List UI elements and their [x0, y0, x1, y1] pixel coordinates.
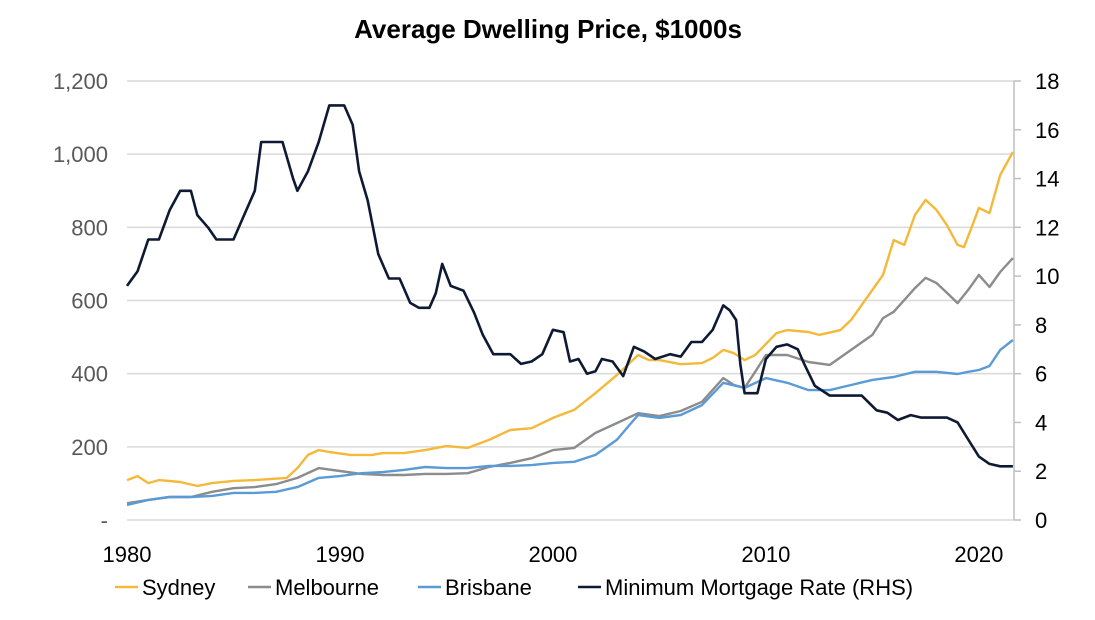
- y-right-tick-label: 18: [1035, 69, 1059, 94]
- y-right-tick-label: 8: [1035, 313, 1047, 338]
- y-right-tick-label: 4: [1035, 410, 1047, 435]
- y-right-tick-label: 10: [1035, 264, 1059, 289]
- series-line-brisbane: [126, 339, 1014, 507]
- x-tick-label: 2020: [954, 542, 1003, 567]
- y-right-tick-label: 16: [1035, 118, 1059, 143]
- y-right-tick-label: 12: [1035, 215, 1059, 240]
- y-right-tick-label: 6: [1035, 362, 1047, 387]
- y-left-tick-label: 200: [71, 435, 108, 460]
- y-right-tick-label: 14: [1035, 167, 1059, 192]
- series-lines: [125, 104, 1014, 507]
- series-line-melbourne: [126, 257, 1014, 505]
- y-left-tick-label: 400: [71, 362, 108, 387]
- x-axis-ticks: 1980 1990 2000 2010 2020: [103, 542, 1004, 567]
- legend-label: Brisbane: [445, 575, 532, 600]
- left-axis-ticks: - 200 400 600 800 1,000 1,200: [53, 69, 108, 533]
- y-left-tick-label: -: [101, 508, 108, 533]
- y-right-tick-label: 0: [1035, 508, 1047, 533]
- y-left-tick-label: 1,000: [53, 142, 108, 167]
- right-axis-ticks: 0 2 4 6 8 10 12 14 16 18: [1014, 69, 1059, 533]
- gridlines: [127, 80, 1015, 521]
- x-tick-label: 1990: [315, 542, 364, 567]
- x-tick-label: 2010: [741, 542, 790, 567]
- x-tick-label: 2000: [528, 542, 577, 567]
- y-left-tick-label: 800: [71, 215, 108, 240]
- x-tick-label: 1980: [103, 542, 152, 567]
- y-right-tick-label: 2: [1035, 459, 1047, 484]
- legend-label: Minimum Mortgage Rate (RHS): [605, 575, 913, 600]
- y-left-tick-label: 1,200: [53, 69, 108, 94]
- legend-label: Melbourne: [275, 575, 379, 600]
- legend-label: Sydney: [142, 575, 215, 600]
- chart-title: Average Dwelling Price, $1000s: [354, 14, 742, 44]
- series-line-sydney: [126, 151, 1014, 488]
- legend: Sydney Melbourne Brisbane Minimum Mortgage …: [115, 575, 913, 600]
- series-line-minimum-mortgage-rate-rhs: [125, 104, 1013, 468]
- y-left-tick-label: 600: [71, 289, 108, 314]
